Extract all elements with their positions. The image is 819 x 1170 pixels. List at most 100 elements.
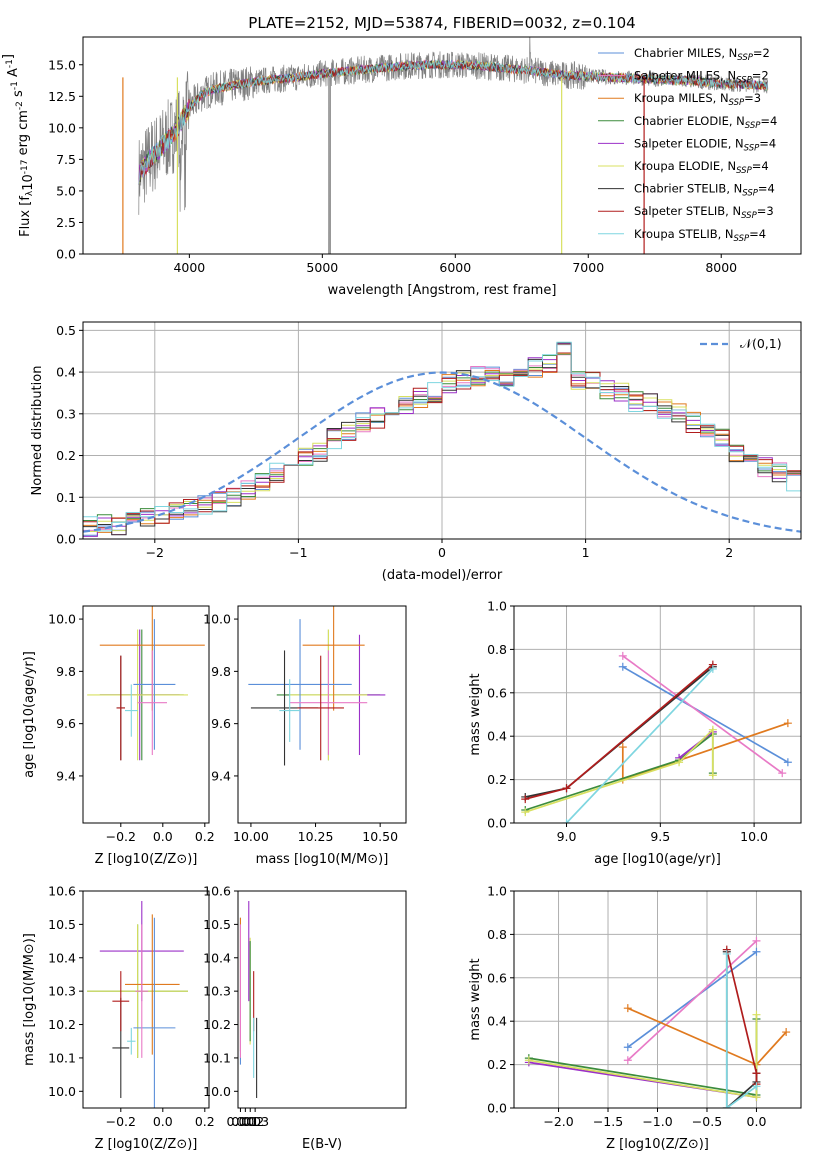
weight-line [627, 940, 758, 1061]
weight-line [565, 668, 714, 823]
y-tick-label: 0.8 [487, 927, 507, 942]
y-tick-label: 10.5 [48, 917, 76, 932]
x-tick-label: 0.0 [153, 1114, 173, 1129]
weight-line [725, 951, 758, 1108]
weight-marker [752, 1082, 761, 1091]
weight-line [528, 1014, 758, 1099]
plot-area [122, 37, 769, 254]
y-tick-label: 10.0 [48, 1084, 76, 1099]
plot-area [83, 322, 801, 539]
plot-area [239, 901, 258, 1098]
chart-0: 4000 5000 6000 7000 8000 0.0 2.5 5.0 7.5 10.0 12.5… [1, 14, 802, 298]
weight-marker [618, 743, 627, 752]
weight-marker [675, 758, 684, 767]
legend-label: Chabrier ELODIE, NSSP=4 [634, 114, 777, 131]
x-axis-label: mass [log10(M/M⊙)] [256, 852, 389, 867]
x-tick-label: 4000 [173, 260, 205, 275]
y-tick-label: 10.1 [48, 1050, 76, 1065]
weight-marker [783, 719, 792, 728]
weight-marker [521, 808, 530, 817]
y-tick-label: 0.6 [487, 970, 507, 985]
chart-3: 10.00 10.25 10.50 9.4 9.6 9.8 10.0 mass [log10(… [203, 605, 407, 867]
y-axis-label: age [log10(age/yr)] [22, 651, 37, 778]
weight-marker [752, 1010, 761, 1019]
y-tick-label: 10.0 [203, 1084, 231, 1099]
chart-2: −0.2 0.0 0.2 9.4 9.6 9.8 10.0 Z [log10(Z/Z⊙)] ag… [22, 605, 215, 867]
y-tick-label: 0.6 [487, 685, 507, 700]
weight-line [725, 949, 758, 1085]
x-tick-label: 9.0 [557, 829, 577, 844]
x-tick-label: −2.0 [543, 1114, 573, 1129]
y-tick-label: 5.0 [56, 183, 76, 198]
y-tick-label: 10.0 [48, 612, 76, 627]
x-axis-label: E(B-V) [302, 1137, 342, 1152]
y-tick-label: 10.1 [203, 1050, 231, 1065]
y-tick-label: 0.2 [487, 772, 507, 787]
histogram-step [83, 353, 801, 538]
plot-area [248, 606, 386, 766]
x-tick-label: −0.2 [106, 829, 136, 844]
y-tick-label: 1.0 [487, 599, 507, 614]
y-axis-label: mass weight [468, 673, 483, 755]
weight-marker [722, 949, 731, 958]
weight-line [528, 1019, 758, 1096]
x-tick-label: 0.02 [236, 1114, 264, 1129]
y-tick-label: 10.2 [48, 1017, 76, 1032]
y-tick-label: 0.8 [487, 642, 507, 657]
weight-marker [623, 1004, 632, 1013]
y-tick-label: 10.6 [203, 884, 231, 899]
x-tick-label: 0.00 [227, 1114, 255, 1129]
y-axis-label: mass [log10(M/M⊙)] [22, 933, 37, 1066]
weight-marker [708, 771, 717, 780]
legend: Chabrier MILES, NSSP=2 Salpeter MILES, NS… [598, 46, 777, 244]
y-tick-label: 0.0 [56, 532, 76, 547]
chart-4: 9.0 9.5 10.0 0.0 0.2 0.4 0.6 0.8 1.0 age [log10(a… [468, 599, 802, 867]
y-tick-label: 10.4 [48, 950, 76, 965]
weight-marker [562, 819, 571, 823]
axes-frame [513, 605, 802, 824]
y-tick-label: 7.5 [56, 152, 76, 167]
plot-area [514, 891, 801, 1108]
y-tick-label: 9.8 [211, 664, 231, 679]
weight-marker [623, 1043, 632, 1052]
histogram-step [83, 341, 801, 538]
plot-area [87, 606, 205, 761]
x-tick-label: 1 [582, 545, 590, 560]
y-tick-label: 1.0 [487, 884, 507, 899]
model-line [138, 59, 768, 185]
weight-marker [778, 769, 787, 778]
x-tick-label: 10.00 [233, 829, 269, 844]
weight-marker [618, 662, 627, 671]
plot-area [87, 901, 188, 1108]
x-tick-label: −2 [146, 545, 164, 560]
y-tick-label: 10.5 [203, 917, 231, 932]
x-tick-label: −0.5 [692, 1114, 722, 1129]
y-tick-label: 10.6 [48, 884, 76, 899]
legend-label: Kroupa MILES, NSSP=3 [634, 91, 761, 108]
y-tick-label: 9.8 [56, 664, 76, 679]
y-tick-label: 0.4 [487, 729, 507, 744]
axes-frame [237, 890, 407, 1109]
x-tick-label: −0.2 [106, 1114, 136, 1129]
y-tick-label: 0.0 [56, 247, 76, 262]
y-tick-label: 0.3 [56, 406, 76, 421]
y-tick-label: 10.2 [203, 1017, 231, 1032]
y-tick-label: 10.4 [203, 950, 231, 965]
weight-marker [782, 1028, 791, 1037]
y-tick-label: 9.4 [211, 768, 231, 783]
weight-marker [752, 947, 761, 956]
x-tick-label: −1.5 [593, 1114, 623, 1129]
x-axis-label: Z [log10(Z/Z⊙)] [606, 1137, 709, 1152]
weight-line [525, 666, 714, 798]
x-tick-label: 0.03 [241, 1114, 269, 1129]
x-tick-label: 0.0 [153, 829, 173, 844]
x-tick-label: 0.2 [195, 1114, 215, 1129]
x-axis-label: wavelength [Angstrom, rest frame] [328, 283, 557, 298]
y-tick-label: 9.6 [56, 716, 76, 731]
x-tick-label: 10.50 [362, 829, 398, 844]
weight-line [525, 727, 714, 813]
x-tick-label: 10.25 [298, 829, 334, 844]
weight-marker [752, 936, 761, 945]
histogram-step [83, 352, 801, 538]
